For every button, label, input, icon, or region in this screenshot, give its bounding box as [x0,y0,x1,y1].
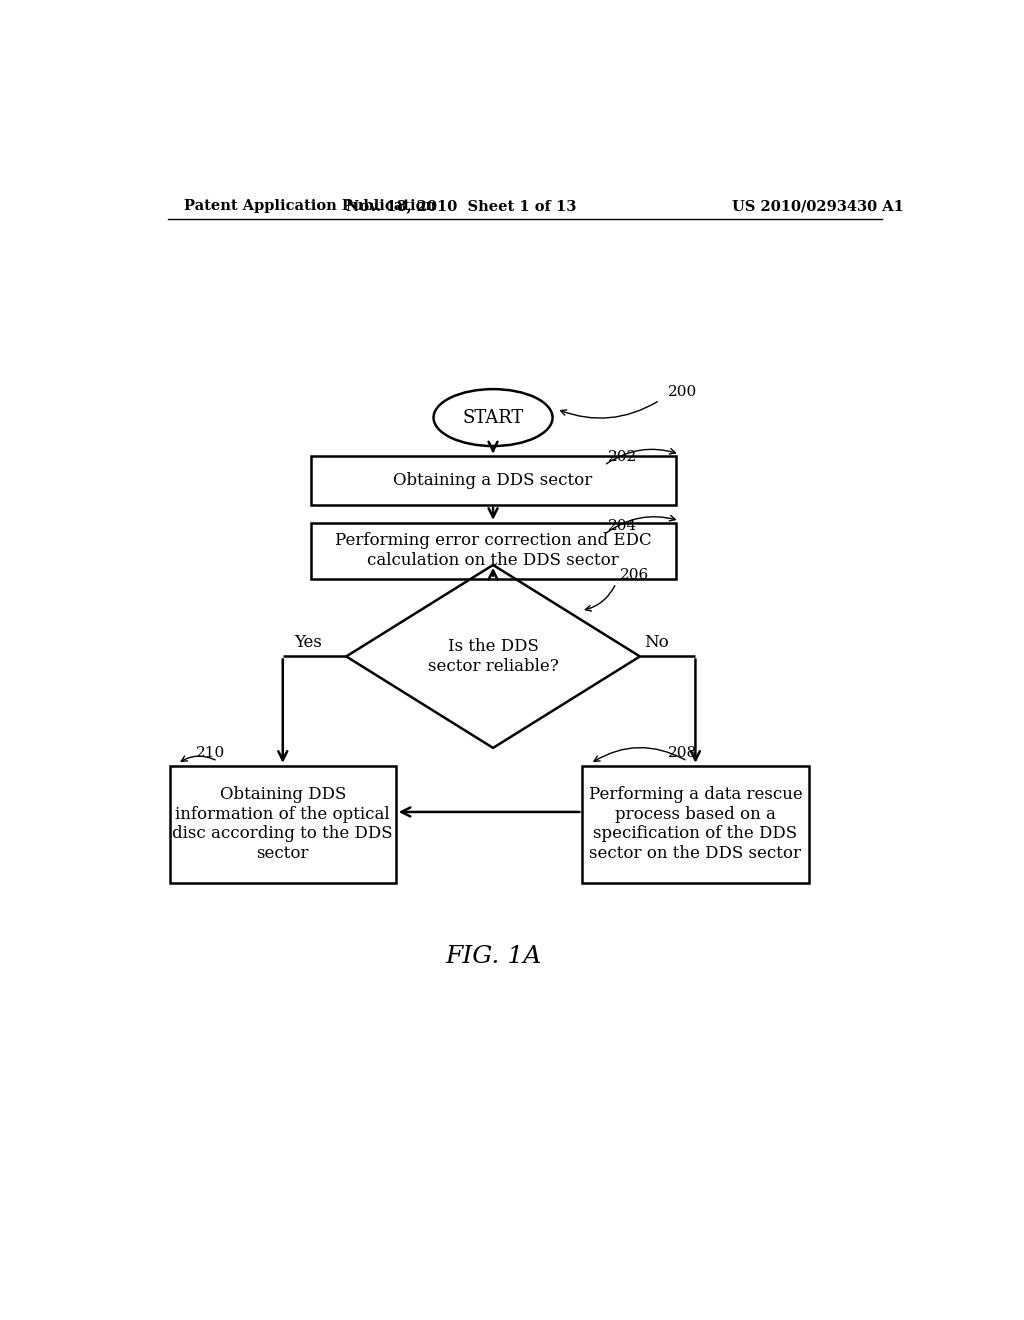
Text: Obtaining a DDS sector: Obtaining a DDS sector [393,473,593,490]
Text: 202: 202 [608,450,637,465]
Bar [170,766,396,883]
Text: 208: 208 [668,746,696,760]
Text: Patent Application Publication: Patent Application Publication [183,199,435,213]
Text: 210: 210 [196,746,224,760]
Text: Yes: Yes [295,634,323,651]
Bar [583,766,809,883]
Text: No: No [644,634,669,651]
Text: START: START [463,409,523,426]
Text: Performing a data rescue
process based on a
specification of the DDS
sector on t: Performing a data rescue process based o… [589,787,802,862]
Bar [310,457,676,506]
Text: 200: 200 [668,385,697,399]
Bar [310,523,676,578]
Text: Obtaining DDS
information of the optical
disc according to the DDS
sector: Obtaining DDS information of the optical… [172,787,393,862]
Text: 206: 206 [620,568,649,582]
Text: US 2010/0293430 A1: US 2010/0293430 A1 [732,199,904,213]
Text: FIG. 1A: FIG. 1A [445,945,541,968]
Text: Nov. 18, 2010  Sheet 1 of 13: Nov. 18, 2010 Sheet 1 of 13 [346,199,577,213]
Text: Performing error correction and EDC
calculation on the DDS sector: Performing error correction and EDC calc… [335,532,651,569]
Text: 204: 204 [608,519,637,533]
Ellipse shape [433,389,553,446]
Text: Is the DDS
sector reliable?: Is the DDS sector reliable? [428,638,558,675]
